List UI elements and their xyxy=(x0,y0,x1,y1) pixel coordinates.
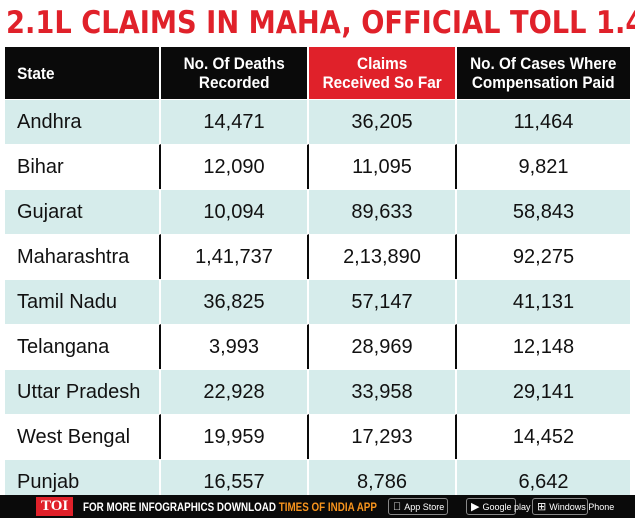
column-header-label: State xyxy=(17,63,55,83)
table-row: Maharashtra 1,41,737 2,13,890 92,275 xyxy=(5,234,630,279)
table-row: West Bengal 19,959 17,293 14,452 xyxy=(5,414,630,459)
column-header-compensation: No. Of Cases Where Compensation Paid xyxy=(457,47,630,99)
table-row: Uttar Pradesh 22,928 33,958 29,141 xyxy=(5,369,630,414)
table-row: Bihar 12,090 11,095 9,821 xyxy=(5,144,630,189)
footer-text: FOR MORE INFOGRAPHICS DOWNLOAD TIMES OF … xyxy=(83,499,377,514)
cell-compensation: 29,141 xyxy=(457,369,630,414)
cell-state: Tamil Nadu xyxy=(5,279,161,324)
cell-compensation: 9,821 xyxy=(457,144,630,189)
windows-phone-badge[interactable]: ⊞ Windows Phone xyxy=(532,498,614,515)
apple-icon:  xyxy=(393,501,401,513)
data-table-wrap: State No. Of Deaths Recorded Claims Receiv… xyxy=(5,47,630,504)
table-body: Andhra 14,471 36,205 11,464 Bihar 12,090 11,09… xyxy=(5,99,630,504)
cell-deaths: 10,094 xyxy=(161,189,309,234)
cell-state: Bihar xyxy=(5,144,161,189)
cell-deaths: 22,928 xyxy=(161,369,309,414)
cell-state: Andhra xyxy=(5,99,161,144)
windows-icon: ⊞ xyxy=(537,501,547,513)
cell-claims: 17,293 xyxy=(309,414,457,459)
cell-claims: 57,147 xyxy=(309,279,457,324)
footer-promo: FOR MORE INFOGRAPHICS DOWNLOAD xyxy=(83,499,277,514)
cell-deaths: 36,825 xyxy=(161,279,309,324)
table-row: Telangana 3,993 28,969 12,148 xyxy=(5,324,630,369)
column-header-label: Recorded xyxy=(198,73,270,92)
column-header-claims: Claims Received So Far xyxy=(309,47,457,99)
column-header-deaths: No. Of Deaths Recorded xyxy=(161,47,309,99)
cell-state: West Bengal xyxy=(5,414,161,459)
cell-claims: 89,633 xyxy=(309,189,457,234)
column-header-label: Claims xyxy=(356,54,408,73)
column-header-label: Compensation Paid xyxy=(472,73,615,92)
column-header-label: Received So Far xyxy=(322,73,442,92)
google-play-icon: ▶ xyxy=(471,501,480,513)
footer-app-name: TIMES OF INDIA APP xyxy=(278,499,378,514)
cell-state: Telangana xyxy=(5,324,161,369)
footer-bar: TOI FOR MORE INFOGRAPHICS DOWNLOAD TIMES… xyxy=(0,495,635,518)
cell-deaths: 19,959 xyxy=(161,414,309,459)
cell-claims: 11,095 xyxy=(309,144,457,189)
data-table: State No. Of Deaths Recorded Claims Receiv… xyxy=(5,47,630,504)
cell-state: Gujarat xyxy=(5,189,161,234)
cell-state: Maharashtra xyxy=(5,234,161,279)
cell-deaths: 14,471 xyxy=(161,99,309,144)
cell-claims: 36,205 xyxy=(309,99,457,144)
column-header-label: No. Of Deaths xyxy=(183,54,285,73)
cell-compensation: 11,464 xyxy=(457,99,630,144)
cell-claims: 28,969 xyxy=(309,324,457,369)
store-label: App Store xyxy=(396,501,444,512)
cell-deaths: 12,090 xyxy=(161,144,309,189)
page-title: 2.1L CLAIMS IN MAHA, OFFICIAL TOLL 1.4L xyxy=(6,5,635,41)
cell-compensation: 41,131 xyxy=(457,279,630,324)
table-header-row: State No. Of Deaths Recorded Claims Receiv… xyxy=(5,47,630,99)
store-label: Google play xyxy=(482,501,531,512)
toi-logo: TOI xyxy=(36,497,74,516)
cell-deaths: 1,41,737 xyxy=(161,234,309,279)
cell-compensation: 58,843 xyxy=(457,189,630,234)
store-label: Windows Phone xyxy=(549,501,615,512)
cell-compensation: 14,452 xyxy=(457,414,630,459)
table-row: Andhra 14,471 36,205 11,464 xyxy=(5,99,630,144)
cell-deaths: 3,993 xyxy=(161,324,309,369)
cell-compensation: 12,148 xyxy=(457,324,630,369)
column-header-state: State xyxy=(5,47,161,99)
cell-state: Uttar Pradesh xyxy=(5,369,161,414)
table-row: Tamil Nadu 36,825 57,147 41,131 xyxy=(5,279,630,324)
column-header-label: No. Of Cases Where xyxy=(470,54,617,73)
table-row: Gujarat 10,094 89,633 58,843 xyxy=(5,189,630,234)
cell-claims: 2,13,890 xyxy=(309,234,457,279)
google-play-badge[interactable]: ▶ Google play xyxy=(466,498,531,515)
app-store-badge[interactable]:  App Store xyxy=(388,498,448,515)
cell-compensation: 92,275 xyxy=(457,234,630,279)
cell-claims: 33,958 xyxy=(309,369,457,414)
